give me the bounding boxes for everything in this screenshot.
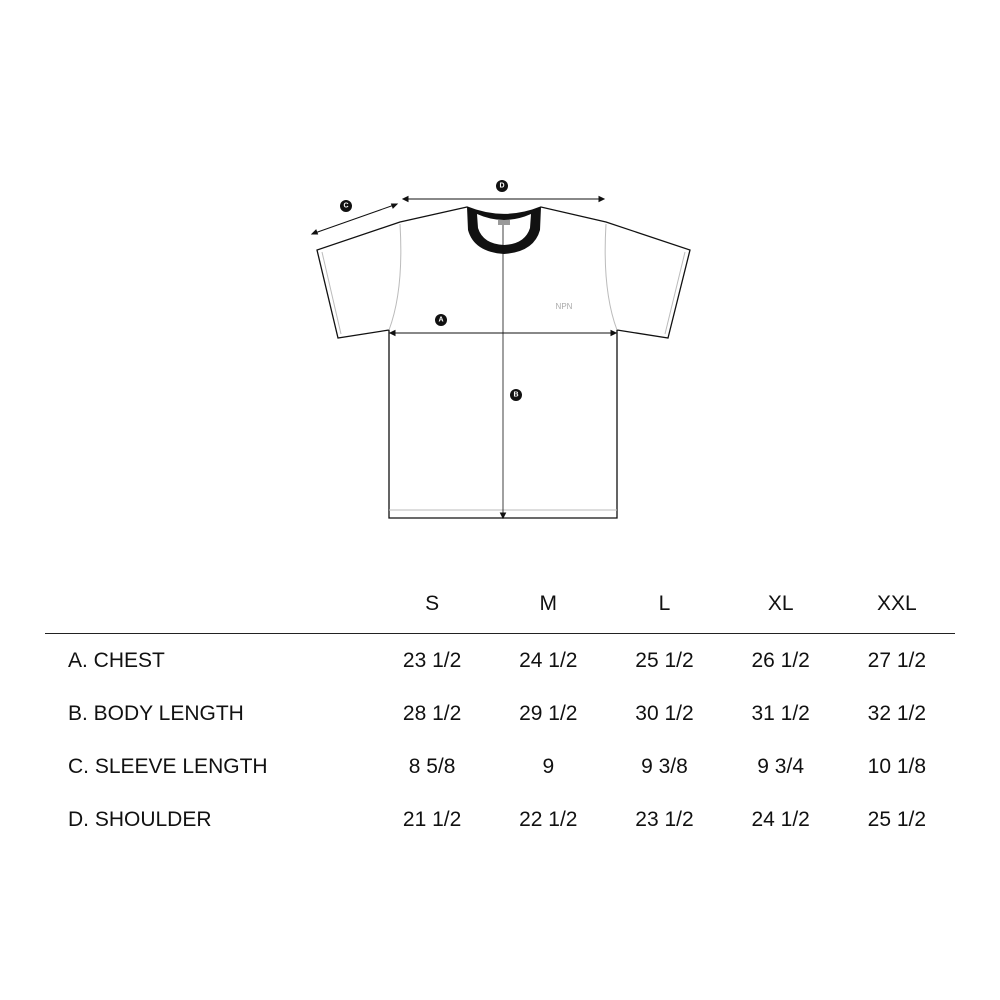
measurement-value: 28 1/2 xyxy=(402,701,462,725)
measurement-value: 29 1/2 xyxy=(519,701,578,725)
svg-text:A: A xyxy=(438,317,443,324)
svg-text:NPN: NPN xyxy=(556,302,573,311)
neck-label xyxy=(498,220,510,225)
size-xxl: XXL xyxy=(838,574,955,634)
size-l: L xyxy=(606,574,723,634)
measurement-value: 23 1/2 xyxy=(402,648,462,672)
logo: NPN xyxy=(556,302,573,311)
measurement-value: 8 5/8 xyxy=(408,754,456,778)
measurement-value: 10 1/8 xyxy=(867,754,927,778)
measurement-value: 25 1/2 xyxy=(635,648,694,672)
table-row: D. SHOULDER 21 1/2 22 1/2 23 1/2 24 1/2 25 1/… xyxy=(45,793,955,846)
measurement-value: 22 1/2 xyxy=(519,807,578,831)
marker-b: B xyxy=(510,389,522,401)
size-s: S xyxy=(374,574,491,634)
measure-lines xyxy=(310,195,618,520)
measurement-value: 26 1/2 xyxy=(751,648,810,672)
svg-text:C: C xyxy=(343,203,348,210)
measurement-label: D. SHOULDER xyxy=(68,807,212,831)
svg-text:D: D xyxy=(499,183,504,190)
size-xl: XL xyxy=(722,574,839,634)
tshirt-diagram: NPN D C A B xyxy=(310,180,691,520)
marker-d: D xyxy=(496,180,508,192)
table-row: A. CHEST 23 1/2 24 1/2 25 1/2 26 1/2 27 1/2 xyxy=(45,634,955,688)
header-blank xyxy=(45,574,374,634)
seam-lines xyxy=(321,223,686,511)
measurement-value: 32 1/2 xyxy=(867,701,927,725)
size-chart-table: S M L XL XXL A. CHEST 23 1/2 24 1/2 25 1/2 2… xyxy=(45,574,955,846)
measurement-value: 23 1/2 xyxy=(635,807,694,831)
table-row: C. SLEEVE LENGTH 8 5/8 9 9 3/8 9 3/4 10 1/8 xyxy=(45,740,955,793)
measurement-value: 24 1/2 xyxy=(519,648,578,672)
measurement-value: 9 3/8 xyxy=(641,754,688,778)
neck-opening xyxy=(477,214,531,245)
measurement-value: 21 1/2 xyxy=(402,807,462,831)
measurement-value: 24 1/2 xyxy=(751,807,810,831)
measurement-label: A. CHEST xyxy=(68,648,165,672)
svg-text:B: B xyxy=(513,392,518,399)
measurement-label: B. BODY LENGTH xyxy=(68,701,244,725)
measurement-label: C. SLEEVE LENGTH xyxy=(68,754,268,778)
marker-c: C xyxy=(340,200,352,212)
size-header-row: S M L XL XXL xyxy=(45,574,955,634)
marker-a: A xyxy=(435,314,447,326)
measurement-value: 9 3/4 xyxy=(757,754,805,778)
measurement-value: 30 1/2 xyxy=(635,701,694,725)
measurement-value: 31 1/2 xyxy=(751,701,810,725)
table-row: B. BODY LENGTH 28 1/2 29 1/2 30 1/2 31 1/2 32… xyxy=(45,687,955,740)
measurement-value: 9 xyxy=(542,754,555,778)
measurement-value: 27 1/2 xyxy=(867,648,927,672)
size-m: M xyxy=(490,574,607,634)
measurement-value: 25 1/2 xyxy=(867,807,927,831)
